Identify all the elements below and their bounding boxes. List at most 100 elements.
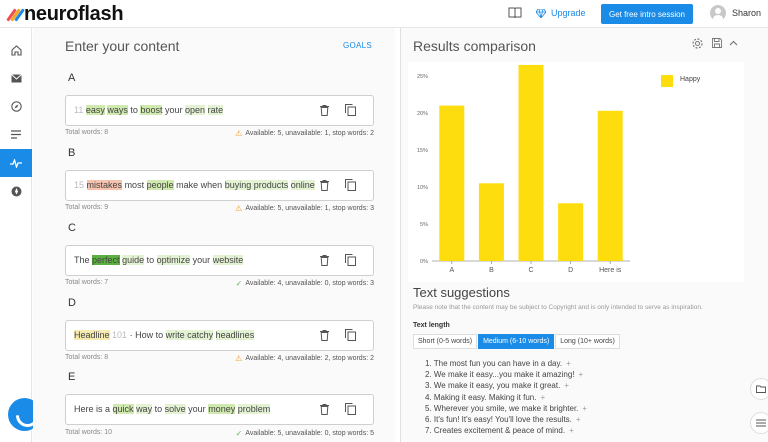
- trash-icon[interactable]: [320, 255, 329, 266]
- y-tick-label: 10%: [417, 185, 428, 191]
- sidebar-item-launch[interactable]: [0, 177, 32, 205]
- variant-letter: E: [68, 371, 76, 383]
- copy-icon[interactable]: [345, 254, 356, 266]
- y-tick-label: 25%: [417, 74, 428, 80]
- bar-a[interactable]: [439, 105, 465, 261]
- check-icon: ✓: [235, 429, 243, 438]
- home-icon: [10, 44, 22, 56]
- trash-icon[interactable]: [320, 105, 329, 116]
- x-tick-label: D: [568, 267, 573, 274]
- variant-text: Here is a quick way to solve your money …: [74, 404, 271, 414]
- variant-input-d[interactable]: Headline 101 · How to write catchy headl…: [65, 320, 374, 351]
- y-tick-label: 5%: [420, 222, 428, 228]
- variant-input-b[interactable]: 15 mistakes most people make when buying…: [65, 170, 374, 201]
- warning-icon: ⚠: [235, 354, 243, 363]
- y-tick-label: 20%: [417, 111, 428, 117]
- plus-icon[interactable]: +: [575, 414, 581, 424]
- text-length-label: Text length: [413, 322, 450, 329]
- diamond-icon: [536, 8, 546, 18]
- user-menu[interactable]: Sharon: [710, 5, 761, 21]
- x-tick-label: B: [489, 267, 494, 274]
- bar-c[interactable]: [518, 64, 544, 262]
- x-tick-label: A: [449, 267, 454, 274]
- gear-icon[interactable]: [692, 38, 703, 49]
- sidebar-item-analytics[interactable]: [0, 149, 32, 177]
- list-item[interactable]: 5. Wherever you smile, we make it bright…: [425, 403, 588, 413]
- availability-status: ⚠ Available: 5, unavailable: 1, stop word…: [235, 204, 374, 213]
- trash-icon[interactable]: [320, 404, 329, 415]
- total-words: Total words: 8: [65, 129, 109, 136]
- top-header: neuroflash Upgrade Get free intro sessio…: [0, 0, 768, 28]
- suggestion-list: 1. The most fun you can have in a day. + …: [425, 358, 587, 436]
- total-words: Total words: 8: [65, 354, 109, 361]
- warning-icon: ⚠: [235, 129, 243, 138]
- copy-icon[interactable]: [345, 329, 356, 341]
- variant-letter: B: [68, 147, 76, 159]
- user-name: Sharon: [732, 8, 762, 18]
- warning-icon: ⚠: [235, 204, 243, 213]
- list-item[interactable]: 1. The most fun you can have in a day. +: [425, 359, 571, 368]
- trash-icon[interactable]: [320, 330, 329, 341]
- content-panel: Enter your content GOALS A 11 easy ways …: [33, 28, 395, 442]
- logo-mark-icon: [6, 7, 25, 22]
- legend-swatch-happy: [661, 75, 673, 87]
- variant-input-a[interactable]: 11 easy ways to boost your open rate: [65, 95, 374, 126]
- list-item[interactable]: 4. Making it easy. Making it fun. +: [425, 392, 546, 402]
- list-item[interactable]: 2. We make it easy...you make it amazing…: [425, 370, 584, 380]
- x-tick-label: Here is: [599, 267, 622, 274]
- book-icon[interactable]: [508, 7, 522, 19]
- plus-icon[interactable]: +: [569, 426, 574, 436]
- upgrade-label: Upgrade: [551, 8, 586, 18]
- list-icon: [756, 419, 766, 427]
- panel-divider: [400, 28, 401, 442]
- total-words: Total words: 7: [65, 279, 109, 286]
- tab-medium[interactable]: Medium (6-10 words): [478, 334, 555, 349]
- availability-status: ✓ Available: 4, unavailable: 0, stop word…: [235, 279, 374, 288]
- bar-b[interactable]: [478, 183, 504, 261]
- avatar: [710, 5, 726, 21]
- tab-long[interactable]: Long (10+ words): [555, 334, 620, 349]
- availability-status: ⚠ Available: 4, unavailable: 2, stop word…: [235, 354, 374, 363]
- results-title: Results comparison: [413, 38, 536, 54]
- copy-icon[interactable]: [345, 403, 356, 415]
- list-item[interactable]: 6. It's fun! It's easy! You'll love the …: [425, 414, 581, 424]
- x-tick-label: C: [528, 267, 533, 274]
- neuroflash-logo[interactable]: neuroflash: [6, 3, 124, 26]
- bar-here-is[interactable]: [597, 110, 623, 261]
- plus-icon[interactable]: +: [564, 381, 569, 391]
- trash-icon[interactable]: [320, 180, 329, 191]
- plus-icon[interactable]: +: [578, 370, 584, 380]
- variant-input-e[interactable]: Here is a quick way to solve your money …: [65, 394, 374, 425]
- variant-text: The perfect guide to optimize your websi…: [74, 255, 244, 265]
- sidebar-item-list[interactable]: [0, 120, 32, 148]
- sidebar-item-home[interactable]: [0, 36, 32, 64]
- variant-letter: C: [68, 222, 76, 234]
- sidebar-item-explore[interactable]: [0, 92, 32, 120]
- copyright-note: Please note that the content may be subj…: [413, 304, 703, 311]
- folder-float-button[interactable]: [750, 378, 768, 400]
- results-panel: Results comparison 0% 5% 10% 15% 20% 25% A B C D H…: [401, 28, 768, 442]
- copy-icon[interactable]: [345, 179, 356, 191]
- plus-icon[interactable]: +: [582, 403, 588, 413]
- variant-input-c[interactable]: The perfect guide to optimize your websi…: [65, 245, 374, 276]
- mail-icon: [10, 73, 22, 82]
- plus-icon[interactable]: +: [566, 359, 571, 368]
- upgrade-link[interactable]: Upgrade: [536, 8, 586, 18]
- get-intro-session-button[interactable]: Get free intro session: [601, 4, 693, 24]
- copy-icon[interactable]: [345, 104, 356, 116]
- plus-icon[interactable]: +: [540, 392, 546, 402]
- list-item[interactable]: 3. We make it easy, you make it great. +: [425, 381, 569, 391]
- save-icon[interactable]: [712, 38, 722, 48]
- tab-short[interactable]: Short (0-5 words): [413, 334, 478, 349]
- y-tick-label: 0%: [420, 259, 428, 265]
- sidebar-item-mail[interactable]: [0, 64, 32, 92]
- bar-d[interactable]: [558, 203, 584, 261]
- pulse-icon: [10, 158, 22, 168]
- sidebar: [0, 28, 32, 442]
- legend-label-happy: Happy: [680, 76, 701, 83]
- chevron-up-icon[interactable]: [729, 40, 738, 46]
- list-item[interactable]: 7. Creates excitement & peace of mind. +: [425, 426, 574, 436]
- list-float-button[interactable]: [750, 412, 768, 434]
- rocket-icon: [11, 186, 21, 196]
- goals-button[interactable]: GOALS: [343, 41, 373, 50]
